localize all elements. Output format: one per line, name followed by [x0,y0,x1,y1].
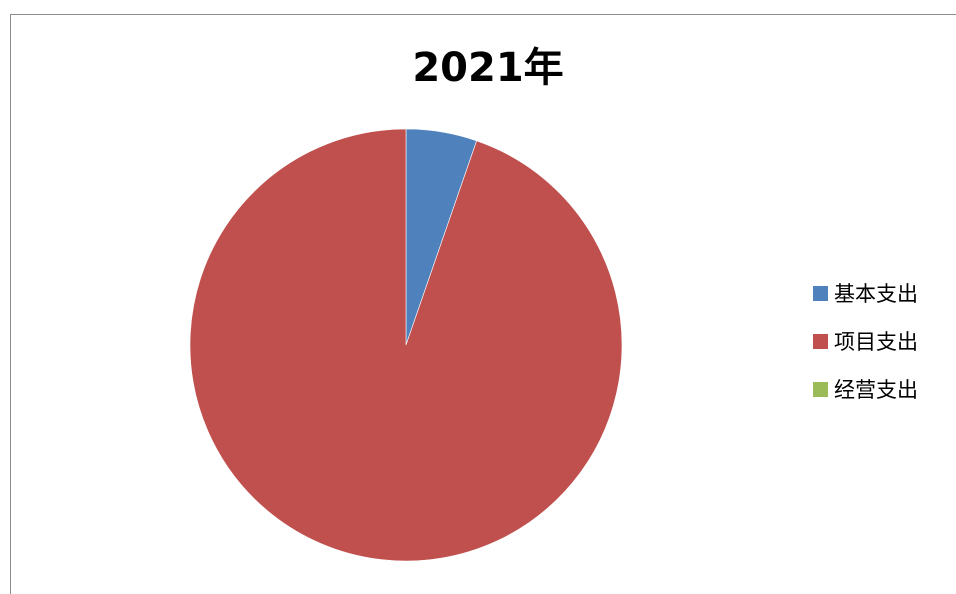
legend-swatch [813,381,828,397]
pie-slice-2 [189,128,623,562]
legend-item: 基本支出 [813,280,918,308]
legend-swatch [813,333,828,349]
legend-label: 基本支出 [834,282,918,306]
legend-swatch [813,285,828,301]
chart-title: 2021年 [412,45,564,91]
legend-item: 项目支出 [813,328,918,356]
legend-label: 经营支出 [834,378,918,402]
legend-label: 项目支出 [834,330,918,354]
pie-chart [189,128,623,562]
legend-item: 经营支出 [813,376,918,404]
